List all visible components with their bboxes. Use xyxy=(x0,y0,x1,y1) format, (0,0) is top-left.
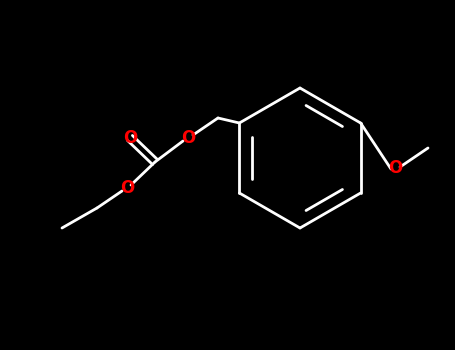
Text: O: O xyxy=(181,129,195,147)
Text: O: O xyxy=(120,179,134,197)
Text: O: O xyxy=(123,129,137,147)
Text: O: O xyxy=(388,159,402,177)
